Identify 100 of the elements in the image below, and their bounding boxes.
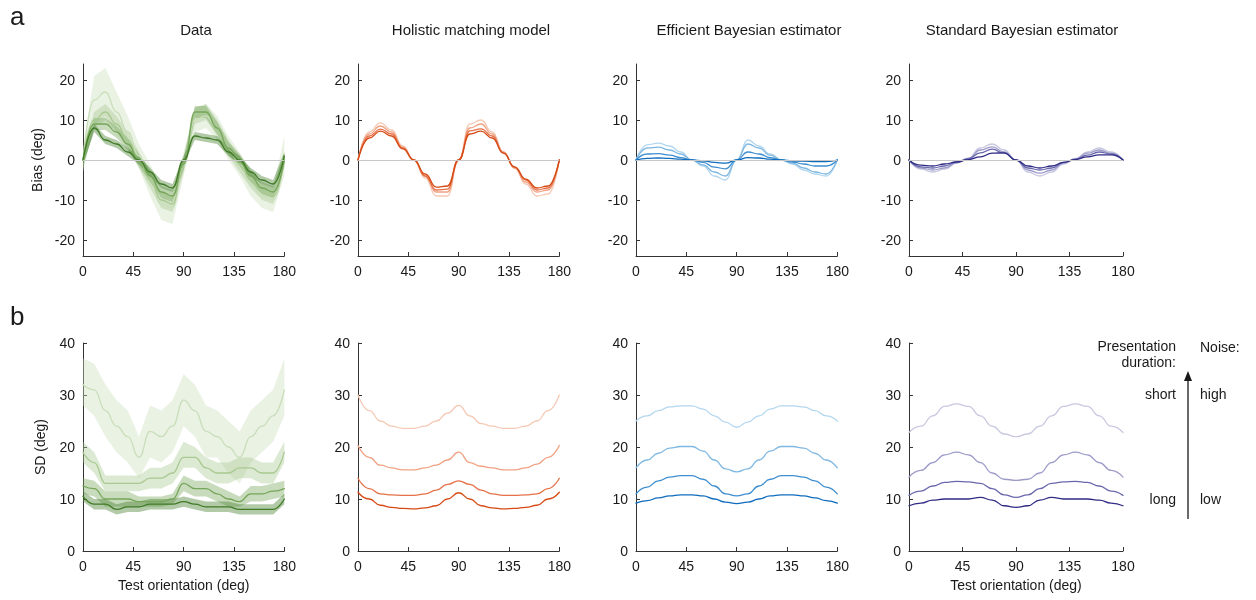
y-tick-label: 20 — [59, 72, 76, 88]
x-tick-label: 0 — [905, 263, 914, 279]
y-tick-label: 10 — [334, 112, 351, 128]
x-tick-label: 45 — [400, 263, 417, 279]
x-tick-label: 45 — [954, 263, 971, 279]
x-tick-label: 45 — [125, 263, 142, 279]
y-tick-label: 30 — [612, 387, 629, 403]
y-tick-label: 10 — [612, 491, 629, 507]
y-tick-label: 0 — [893, 543, 902, 559]
x-tick-label: 90 — [175, 558, 192, 574]
x-tick-label: 180 — [825, 263, 850, 279]
line-series — [357, 477, 560, 497]
x-tick-label: 180 — [1111, 263, 1135, 279]
line-series — [82, 383, 285, 459]
chart-title: Holistic matching model — [391, 21, 551, 38]
x-tick-label: 135 — [1057, 558, 1082, 574]
y-tick-label: 10 — [612, 112, 629, 128]
line-series — [357, 491, 560, 510]
x-tick-label: 0 — [354, 558, 363, 574]
line-series — [635, 474, 838, 497]
y-axis-title: Bias (deg) — [28, 128, 45, 192]
line-series — [357, 394, 560, 429]
text: a — [10, 1, 25, 32]
x-tick-label: 90 — [728, 263, 745, 279]
y-tick-label: 0 — [342, 152, 351, 168]
x-tick-label: 0 — [354, 263, 363, 279]
line-series — [82, 451, 285, 485]
x-tick-label: 90 — [450, 558, 467, 574]
x-tick-label: 0 — [79, 558, 88, 574]
x-tick-label: 45 — [678, 263, 695, 279]
x-tick-label: 0 — [632, 558, 641, 574]
x-tick-label: 0 — [905, 558, 914, 574]
y-axis-title: SD (deg) — [32, 418, 48, 476]
x-tick-label: 180 — [547, 558, 572, 574]
x-axis-title: Test orientation (deg) — [117, 576, 250, 593]
x-tick-label: 135 — [775, 263, 799, 279]
x-tick-label: 180 — [547, 263, 572, 279]
x-tick-label: 45 — [125, 558, 142, 574]
text: high — [1200, 386, 1227, 403]
y-tick-label: -20 — [329, 232, 351, 248]
line-series — [357, 444, 560, 471]
x-tick-label: 45 — [678, 558, 695, 574]
x-tick-label: 45 — [954, 558, 971, 574]
x-tick-label: 180 — [272, 263, 297, 279]
y-tick-label: -10 — [880, 192, 902, 208]
y-tick-label: -20 — [54, 232, 76, 248]
y-tick-label: 10 — [334, 491, 351, 507]
line-series — [908, 480, 1124, 499]
y-tick-label: -20 — [607, 232, 629, 248]
y-tick-label: 0 — [893, 152, 902, 168]
y-tick-label: 10 — [885, 491, 902, 507]
y-tick-label: 0 — [67, 543, 76, 559]
line-series — [908, 403, 1124, 438]
line-series — [635, 445, 838, 473]
line-series — [635, 405, 838, 428]
x-tick-label: 135 — [222, 263, 246, 279]
text: Noise: — [1200, 339, 1240, 356]
x-tick-label: 90 — [450, 263, 467, 279]
x-tick-label: 90 — [728, 558, 745, 574]
x-axis-title: Test orientation (deg) — [950, 576, 1082, 593]
y-tick-label: 0 — [67, 152, 76, 168]
x-tick-label: 90 — [1008, 263, 1024, 279]
x-tick-label: 135 — [775, 558, 799, 574]
y-tick-label: 20 — [612, 72, 629, 88]
x-tick-label: 135 — [222, 558, 246, 574]
y-tick-label: 30 — [59, 387, 76, 403]
y-tick-label: 40 — [334, 335, 351, 351]
line-series — [908, 451, 1124, 481]
x-tick-label: 180 — [825, 558, 850, 574]
text: b — [10, 301, 25, 332]
y-tick-label: 20 — [334, 439, 351, 455]
chart-title: Standard Bayesian estimator — [925, 21, 1119, 38]
y-tick-label: 0 — [342, 543, 351, 559]
y-tick-label: 40 — [885, 335, 902, 351]
line-series — [908, 496, 1124, 508]
line-series — [635, 494, 838, 505]
y-tick-label: 20 — [612, 439, 629, 455]
y-tick-label: -10 — [329, 192, 351, 208]
y-tick-label: 30 — [334, 387, 351, 403]
text: long — [1149, 491, 1176, 508]
x-tick-label: 45 — [400, 558, 417, 574]
y-tick-label: 40 — [612, 335, 629, 351]
line-series — [635, 151, 838, 170]
x-tick-label: 135 — [1057, 263, 1082, 279]
line-series — [82, 482, 285, 503]
x-tick-label: 90 — [1008, 558, 1024, 574]
y-tick-label: -10 — [607, 192, 629, 208]
x-tick-label: 90 — [175, 263, 192, 279]
y-tick-label: 10 — [885, 112, 902, 128]
x-tick-label: 0 — [632, 263, 641, 279]
y-tick-label: 10 — [59, 112, 76, 128]
y-tick-label: 20 — [334, 72, 351, 88]
y-tick-label: 0 — [620, 152, 629, 168]
x-tick-label: 180 — [272, 558, 297, 574]
text: low — [1200, 491, 1222, 508]
chart-title: Efficient Bayesian estimator — [656, 21, 842, 38]
x-tick-label: 135 — [497, 263, 521, 279]
x-tick-label: 180 — [1111, 558, 1135, 574]
y-tick-label: 40 — [59, 335, 76, 351]
chart-title: Data — [180, 21, 213, 38]
